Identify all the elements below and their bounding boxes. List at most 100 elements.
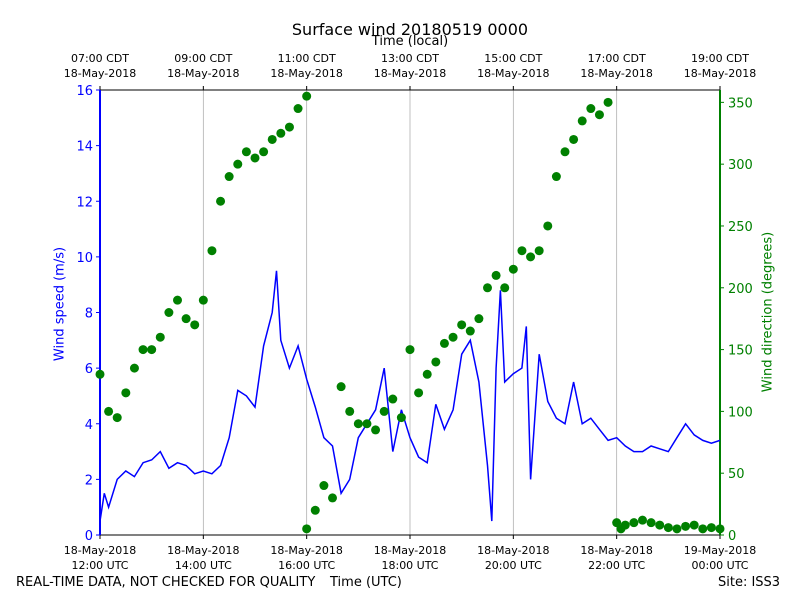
wind-direction-point	[310, 505, 320, 515]
top-tick-label-time: 07:00 CDT	[71, 52, 129, 65]
x-tick-label-time: 00:00 UTC	[691, 559, 748, 572]
wind-direction-point	[629, 518, 639, 528]
wind-direction-point	[293, 104, 303, 114]
x-tick-label-date: 18-May-2018	[580, 544, 652, 557]
wind-direction-point	[715, 524, 725, 534]
wind-direction-point	[362, 419, 372, 429]
wind-direction-point	[517, 246, 527, 256]
y-tick-label-right: 0	[728, 529, 736, 544]
wind-direction-point	[371, 425, 381, 435]
wind-direction-point	[164, 308, 174, 317]
wind-direction-point	[173, 295, 182, 305]
wind-direction-point	[233, 159, 243, 169]
wind-direction-point	[224, 172, 234, 182]
wind-direction-point	[250, 153, 260, 163]
wind-direction-point	[267, 134, 277, 144]
y-axis-label-right: Wind direction (degrees)	[760, 231, 776, 393]
wind-direction-point	[577, 116, 587, 126]
wind-direction-point	[95, 369, 105, 379]
wind-direction-point	[241, 147, 251, 157]
wind-direction-point	[112, 413, 122, 423]
wind-direction-point	[603, 97, 613, 107]
wind-direction-point	[491, 270, 501, 280]
top-tick-label-time: 17:00 CDT	[588, 52, 646, 65]
wind-direction-point	[302, 524, 312, 534]
x-tick-label-date: 18-May-2018	[477, 544, 549, 557]
wind-direction-point	[465, 326, 475, 336]
top-axis-label: Time (local)	[371, 34, 449, 49]
x-tick-label-date: 18-May-2018	[64, 544, 136, 557]
wind-speed-line	[99, 270, 721, 522]
y-tick-label-left: 12	[76, 195, 93, 210]
site-label: Site: ISS3	[718, 575, 781, 590]
wind-direction-point	[457, 320, 467, 330]
x-tick-label-date: 18-May-2018	[374, 544, 446, 557]
wind-direction-point	[569, 134, 579, 144]
wind-direction-point	[663, 523, 673, 533]
wind-direction-point	[198, 295, 208, 305]
y-tick-label-right: 300	[728, 158, 753, 173]
wind-direction-point	[620, 520, 630, 530]
wind-direction-point	[534, 246, 544, 256]
y-tick-label-left: 10	[76, 251, 93, 266]
wind-direction-point	[422, 369, 432, 379]
wind-direction-point	[439, 338, 449, 348]
wind-direction-point	[646, 518, 656, 528]
top-tick-label-time: 15:00 CDT	[484, 52, 542, 65]
wind-direction-point	[388, 394, 398, 404]
wind-direction-point	[586, 104, 596, 114]
wind-direction-point	[276, 128, 286, 138]
x-axis-label: Time (UTC)	[330, 575, 402, 590]
wind-direction-point	[190, 320, 200, 330]
x-tick-label-time: 12:00 UTC	[71, 559, 128, 572]
wind-direction-point	[500, 283, 510, 293]
wind-direction-point	[526, 252, 536, 262]
x-tick-label-time: 18:00 UTC	[381, 559, 438, 572]
wind-direction-point	[543, 221, 553, 231]
wind-direction-point	[147, 345, 157, 355]
wind-direction-point	[474, 314, 484, 324]
x-tick-label-time: 20:00 UTC	[485, 559, 542, 572]
top-tick-label-time: 19:00 CDT	[691, 52, 749, 65]
top-tick-label-time: 11:00 CDT	[278, 52, 336, 65]
wind-direction-point	[448, 332, 458, 342]
top-tick-label-time: 13:00 CDT	[381, 52, 439, 65]
wind-direction-point	[431, 357, 441, 367]
wind-direction-point	[396, 413, 406, 423]
wind-direction-point	[207, 246, 217, 256]
wind-direction-point	[353, 419, 363, 429]
wind-direction-point	[319, 481, 329, 491]
y-axis-label-left: Wind speed (m/s)	[52, 246, 68, 362]
x-tick-label-date: 18-May-2018	[167, 544, 239, 557]
wind-direction-point	[655, 520, 665, 530]
y-tick-label-right: 200	[728, 282, 753, 297]
wind-direction-point	[594, 110, 604, 120]
wind-direction-point	[336, 382, 346, 392]
wind-direction-point	[216, 196, 226, 206]
x-tick-label-date: 18-May-2018	[270, 544, 342, 557]
y-tick-label-left: 8	[85, 307, 93, 322]
y-tick-label-left: 0	[85, 529, 93, 544]
wind-direction-point	[681, 521, 691, 531]
wind-direction-point	[181, 314, 191, 324]
wind-direction-point	[302, 91, 312, 101]
y-tick-label-right: 100	[728, 405, 753, 420]
y-tick-label-right: 250	[728, 220, 753, 235]
quality-disclaimer: REAL-TIME DATA, NOT CHECKED FOR QUALITY	[16, 575, 316, 590]
wind-direction-point	[328, 493, 337, 503]
wind-direction-point	[121, 388, 131, 398]
wind-direction-point	[155, 332, 165, 342]
y-tick-label-right: 50	[728, 467, 745, 482]
wind-direction-point	[508, 264, 518, 274]
y-tick-label-left: 4	[85, 418, 93, 433]
wind-direction-point	[689, 520, 699, 530]
top-tick-label-date: 18-May-2018	[374, 67, 446, 80]
top-tick-label-date: 18-May-2018	[477, 67, 549, 80]
y-tick-label-left: 16	[76, 84, 93, 99]
x-tick-label-time: 22:00 UTC	[588, 559, 645, 572]
y-tick-label-left: 6	[85, 362, 93, 377]
y-tick-label-right: 150	[728, 344, 753, 359]
chart-title: Surface wind 20180519 0000	[291, 20, 529, 39]
wind-direction-point	[551, 172, 561, 182]
